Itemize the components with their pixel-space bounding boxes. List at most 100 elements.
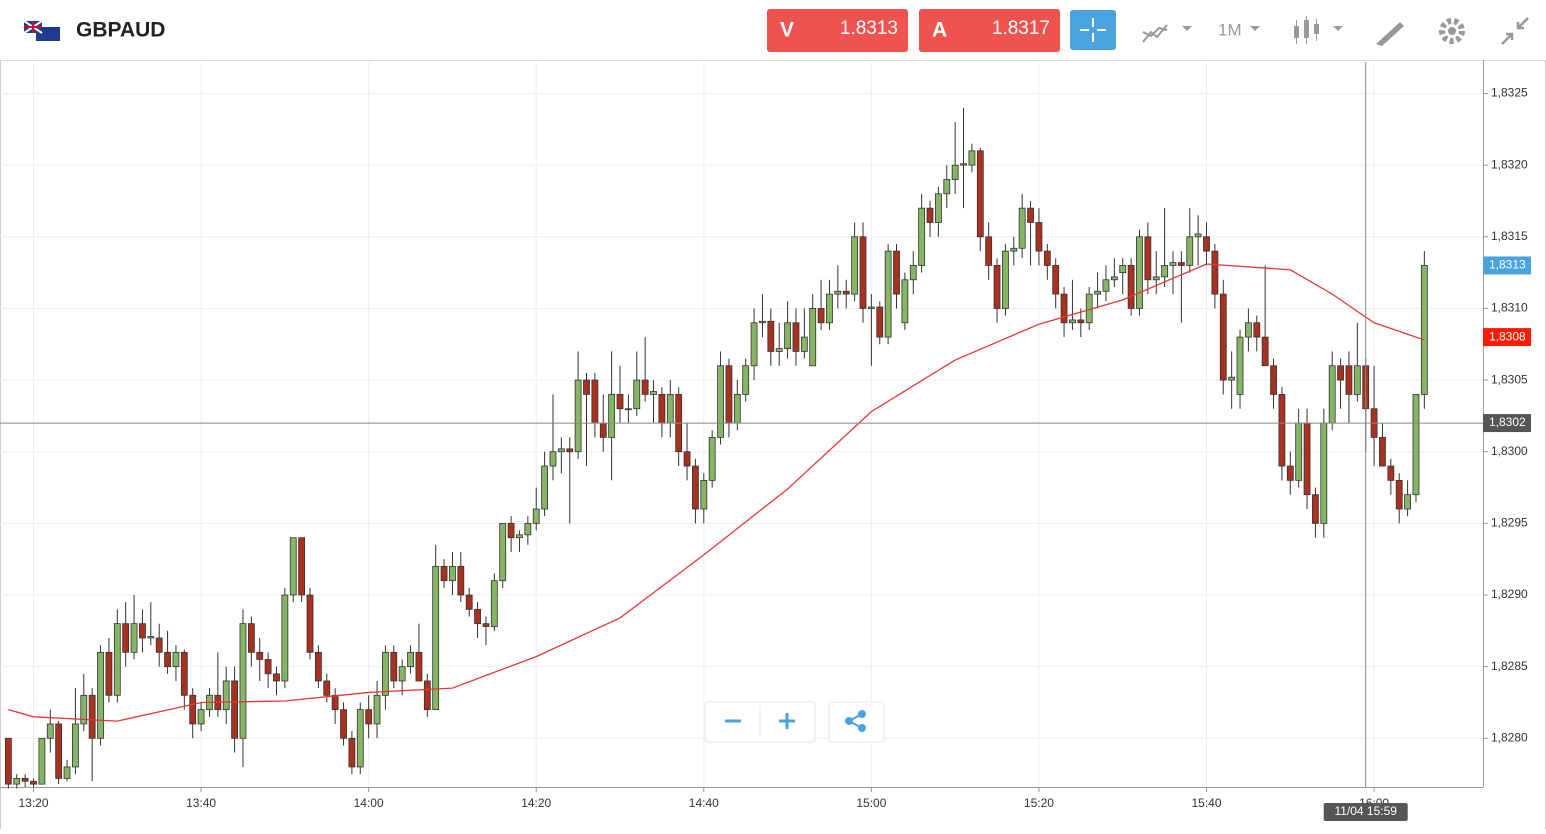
candle-body (55, 723, 63, 779)
candle-body (708, 436, 716, 481)
collapse-icon[interactable] (1501, 17, 1529, 45)
candle-body (423, 680, 431, 711)
x-tick-label: 14:00 (354, 796, 384, 810)
candle-body (13, 778, 21, 785)
candle-body (180, 651, 188, 696)
candle-body (222, 680, 230, 711)
candle-body (859, 236, 867, 309)
candle-body (893, 250, 900, 295)
candle-body (507, 522, 515, 539)
candle-body (817, 308, 825, 324)
candle-body (976, 150, 984, 238)
candle-body (524, 522, 532, 536)
candle-body (985, 236, 993, 266)
zoom-in[interactable] (779, 713, 795, 729)
candle-body (750, 322, 758, 367)
candle-body (851, 236, 859, 295)
candle-body (499, 522, 507, 582)
y-tick-label: 1,8315 (1491, 229, 1528, 243)
candle-body (1337, 365, 1344, 381)
candle-body (30, 780, 37, 785)
y-tick-label: 1,8310 (1491, 301, 1528, 315)
candle-body (1404, 494, 1411, 510)
candle-body (306, 594, 314, 653)
candle-body (993, 265, 1001, 309)
y-tick-label: 1,8325 (1491, 86, 1528, 100)
candle-body (407, 651, 414, 668)
dropdown (1250, 26, 1260, 31)
candle-body (239, 623, 247, 739)
candle-body (348, 737, 356, 768)
candle-body (1177, 262, 1185, 266)
crosshair-time-label: 11/04 15:59 (1334, 804, 1397, 818)
candle-body (1345, 365, 1353, 395)
candle-body (557, 448, 565, 453)
sell-label: V (780, 19, 794, 42)
candle-body (46, 723, 54, 739)
candle-body (1412, 394, 1420, 496)
candle-body (398, 666, 406, 682)
candle-body (63, 766, 71, 779)
candle-body (1328, 365, 1336, 424)
candle-body (432, 565, 440, 711)
candle-body (105, 651, 113, 696)
candle-icon[interactable] (1294, 16, 1319, 44)
candle-body (608, 394, 616, 438)
candle-body (1161, 265, 1169, 278)
candle-body (1320, 422, 1328, 524)
candle-body (340, 709, 347, 739)
candle-body (373, 694, 381, 725)
candle-body (1228, 376, 1236, 381)
sell-button[interactable] (767, 9, 908, 52)
candle-body (1245, 322, 1252, 338)
candle-body (549, 451, 557, 467)
dropdown (1333, 26, 1343, 31)
x-tick-label: 15:20 (1024, 796, 1054, 810)
y-tick-label: 1,8285 (1491, 659, 1528, 673)
candle-body (1052, 265, 1060, 295)
candle-body (1353, 365, 1361, 395)
candle-body (164, 651, 171, 668)
chart-type-icon[interactable] (1142, 24, 1168, 43)
candle-body (1270, 365, 1277, 395)
candle-body (465, 594, 473, 610)
share[interactable] (845, 710, 866, 732)
candle-body (264, 659, 272, 675)
buy-button[interactable] (919, 9, 1060, 52)
settings-icon[interactable] (1439, 18, 1465, 44)
candle-body (1253, 322, 1261, 338)
candle-body (566, 448, 574, 453)
candle-body (314, 651, 322, 682)
crosshair-price-label: 1,8302 (1489, 415, 1526, 429)
candle-body (717, 365, 724, 438)
candle-body (247, 623, 255, 653)
candle-body (742, 365, 750, 395)
candle-body (1127, 265, 1135, 309)
candle-body (231, 680, 238, 739)
candle-body (624, 408, 632, 411)
candle-body (415, 651, 423, 682)
candle-body (482, 623, 490, 627)
crosshair-button[interactable] (1070, 10, 1116, 50)
candle-body (1027, 207, 1034, 223)
candle-body (331, 694, 339, 711)
candle-body (1236, 336, 1244, 395)
timeframe[interactable]: 1M (1218, 20, 1242, 39)
moving-average (8, 263, 1425, 722)
candle-body (1169, 262, 1177, 266)
candle-body (1203, 236, 1210, 252)
candle-body (867, 306, 875, 309)
candle-body (147, 636, 155, 639)
x-tick-label: 13:40 (186, 796, 216, 810)
candle-body (197, 709, 205, 725)
y-tick-label: 1,8290 (1491, 587, 1528, 601)
candle-body (692, 465, 699, 510)
draw-icon[interactable] (1376, 22, 1404, 46)
candle-body (876, 306, 884, 338)
y-tick-label: 1,8295 (1491, 516, 1528, 530)
candle-body (1110, 276, 1118, 281)
candle-body (574, 379, 582, 453)
candle-body (834, 290, 842, 295)
